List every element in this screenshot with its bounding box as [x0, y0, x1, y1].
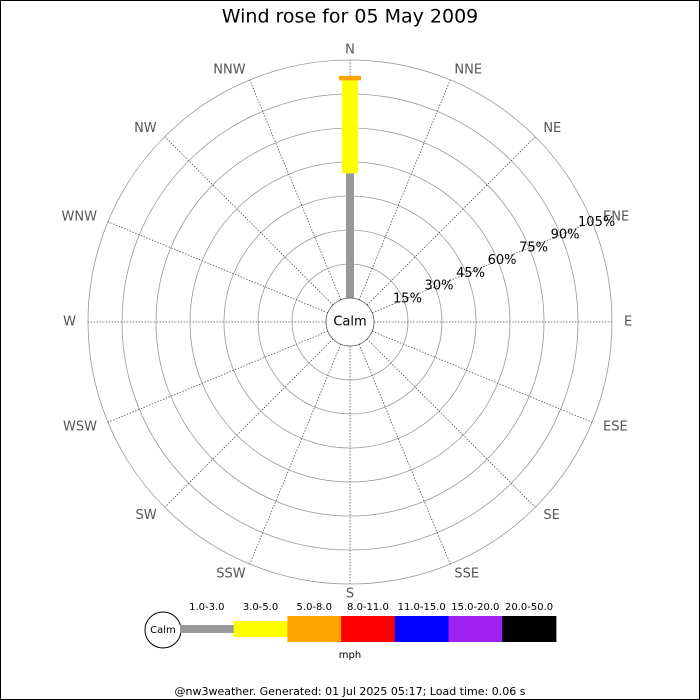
direction-label: SW — [136, 508, 157, 523]
legend-label: 11.0-15.0 — [398, 602, 446, 613]
direction-label: NE — [543, 121, 561, 136]
bar-segment — [339, 75, 361, 81]
calm-label: Calm — [333, 315, 366, 330]
direction-label: NW — [134, 121, 157, 136]
direction-label: NNE — [454, 62, 482, 77]
spoke — [372, 330, 593, 423]
legend-swatch — [448, 616, 503, 642]
ring-label: 30% — [425, 279, 454, 294]
direction-label: W — [63, 315, 76, 330]
spoke — [107, 221, 328, 314]
footer: @nw3weather. Generated: 01 Jul 2025 05:1… — [175, 685, 526, 698]
direction-label: SE — [543, 508, 559, 523]
legend-swatch — [233, 621, 288, 637]
ring-label: 45% — [456, 266, 485, 281]
spoke — [249, 344, 342, 565]
direction-label: E — [624, 315, 632, 330]
spoke — [358, 79, 451, 300]
legend-label: 1.0-3.0 — [189, 602, 224, 613]
legend-label: 3.0-5.0 — [243, 602, 278, 613]
spoke — [164, 136, 334, 306]
legend-label: 5.0-8.0 — [297, 602, 332, 613]
bar-segment — [346, 173, 354, 298]
spoke — [249, 79, 342, 300]
spoke — [164, 338, 334, 508]
legend-swatch — [287, 616, 342, 642]
ring-label: 105% — [578, 215, 615, 230]
spoke — [358, 344, 451, 565]
unit-label: mph — [339, 650, 361, 661]
direction-label: NNW — [213, 62, 245, 77]
legend-label: 8.0-11.0 — [347, 602, 389, 613]
legend-swatch — [341, 616, 396, 642]
direction-label: WSW — [63, 419, 97, 434]
legend-swatch — [394, 616, 449, 642]
spoke — [366, 136, 536, 306]
legend-label: 15.0-20.0 — [451, 602, 499, 613]
direction-label: ESE — [603, 419, 628, 434]
legend-calm-label: Calm — [150, 625, 176, 636]
ring-label: 75% — [519, 240, 548, 255]
spoke — [107, 330, 328, 423]
spoke — [366, 338, 536, 508]
ring-label: 90% — [551, 228, 580, 243]
direction-label: SSE — [454, 567, 479, 582]
direction-label: ENE — [603, 210, 629, 225]
legend-label: 20.0-50.0 — [505, 602, 553, 613]
ring-label: 60% — [488, 253, 517, 268]
calm-circle — [325, 297, 375, 347]
direction-label: N — [345, 43, 355, 58]
direction-label: SSW — [216, 567, 246, 582]
legend-swatch — [502, 616, 557, 642]
direction-label: WNW — [62, 210, 98, 225]
spoke — [372, 221, 593, 314]
bar-segment — [342, 80, 358, 174]
legend-swatch — [180, 625, 235, 633]
ring-label: 15% — [393, 291, 422, 306]
chart-title: Wind rose for 05 May 2009 — [222, 6, 479, 28]
direction-label: S — [346, 587, 354, 602]
